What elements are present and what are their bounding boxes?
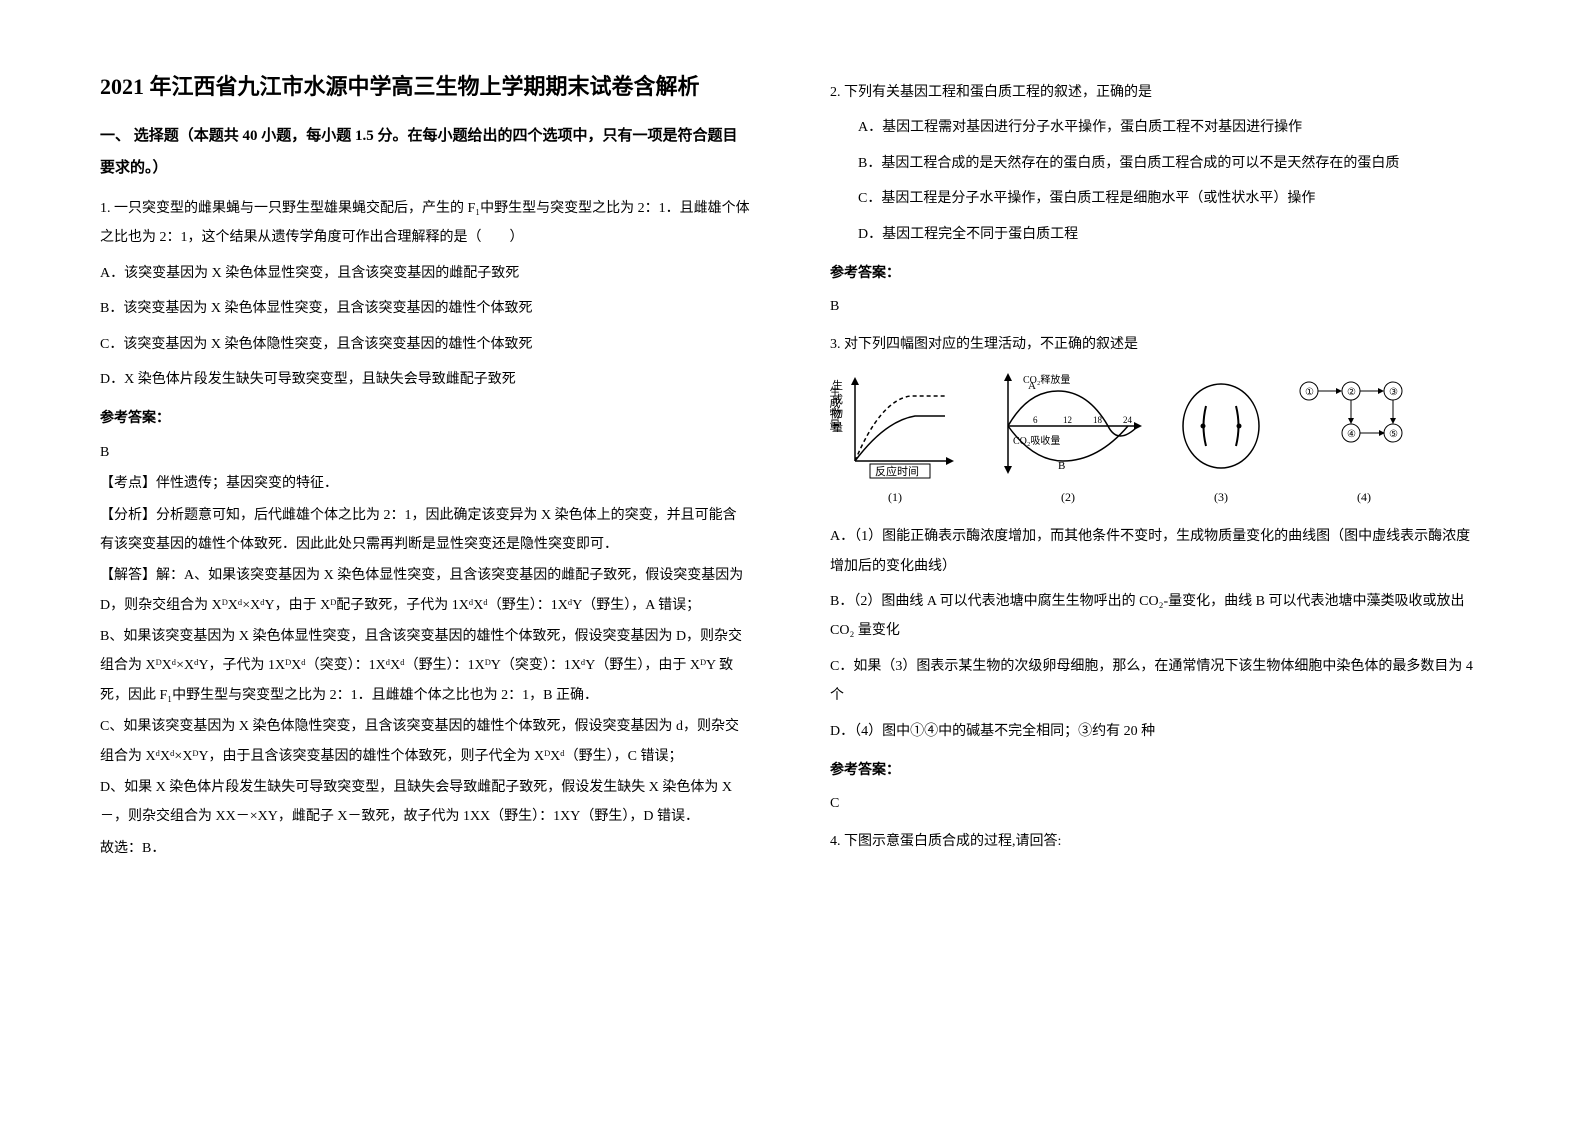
svg-text:CO₂释放量: CO₂释放量 [1023, 373, 1070, 386]
q3-option-a: A．（1）图能正确表示酶浓度增加，而其他条件不变时，生成物质量变化的曲线图（图中… [830, 522, 1480, 581]
subfig-2-caption: (2) [988, 485, 1148, 510]
q1-analysis: 【分析】分析题意可知，后代雌雄个体之比为 2：1，因此确定该变异为 X 染色体上… [100, 501, 750, 560]
q1-stem: 1. 一只突变型的雌果蝇与一只野生型雄果蝇交配后，产生的 F₁中野生型与突变型之… [100, 194, 750, 253]
svg-text:③: ③ [1389, 387, 1398, 398]
q3-option-d: D．（4）图中①④中的碱基不完全相同；③约有 20 种 [830, 717, 1480, 746]
svg-text:成: 成 [832, 393, 843, 406]
svg-text:CO₂吸收量: CO₂吸收量 [1013, 434, 1060, 447]
subfig-4-caption: (4) [1294, 485, 1434, 510]
q3-stem: 3. 对下列四幅图对应的生理活动，不正确的叙述是 [830, 330, 1480, 359]
left-column: 2021 年江西省九江市水源中学高三生物上学期期末试卷含解析 一、 选择题（本题… [100, 70, 750, 863]
q1-option-c: C．该突变基因为 X 染色体隐性突变，且含该突变基因的雄性个体致死 [100, 330, 750, 359]
q3-subfig-3: (3) [1176, 371, 1266, 510]
doc-title: 2021 年江西省九江市水源中学高三生物上学期期末试卷含解析 [100, 70, 750, 103]
svg-text:物: 物 [832, 406, 843, 420]
q3-subfig-1: 生成物量 生 成 物 量 反应时间 (1) [830, 371, 960, 510]
q3-answer: C [830, 789, 1480, 818]
svg-text:生: 生 [832, 378, 843, 392]
svg-text:④: ④ [1347, 429, 1356, 440]
svg-text:量: 量 [832, 421, 843, 434]
q3-answer-label: 参考答案： [830, 756, 1480, 785]
q1-explain-a: 【解答】解：A、如果该突变基因为 X 染色体显性突变，且含该突变基因的雌配子致死… [100, 561, 750, 620]
chart-1-icon: 生成物量 生 成 物 量 反应时间 [830, 371, 960, 481]
q2-answer-label: 参考答案： [830, 259, 1480, 288]
cell-icon [1176, 371, 1266, 481]
q2-option-a: A．基因工程需对基因进行分子水平操作，蛋白质工程不对基因进行操作 [830, 113, 1480, 142]
q3-subfig-4: ① ② ③ ④ [1294, 371, 1434, 510]
chart-2-icon: A B CO₂释放量 CO₂吸收量 6 12 18 24 [988, 371, 1148, 481]
q3-figure: 生成物量 生 成 物 量 反应时间 (1) [830, 371, 1480, 510]
q2-option-c: C．基因工程是分子水平操作，蛋白质工程是细胞水平（或性状水平）操作 [830, 184, 1480, 213]
q1-explain-d: D、如果 X 染色体片段发生缺失可导致突变型，且缺失会导致雌配子致死，假设发生缺… [100, 773, 750, 832]
q1-keypoint: 【考点】伴性遗传；基因突变的特征． [100, 469, 750, 498]
svg-text:②: ② [1347, 387, 1356, 398]
q1-explain-c: C、如果该突变基因为 X 染色体隐性突变，且含该突变基因的雄性个体致死，假设突变… [100, 712, 750, 771]
q2-answer: B [830, 292, 1480, 321]
q3-option-b: B．（2）图曲线 A 可以代表池塘中腐生生物呼出的 CO₂-量变化，曲线 B 可… [830, 587, 1480, 646]
svg-text:①: ① [1305, 387, 1314, 398]
svg-text:反应时间: 反应时间 [875, 464, 919, 478]
q2-option-b: B．基因工程合成的是天然存在的蛋白质，蛋白质工程合成的可以不是天然存在的蛋白质 [830, 149, 1480, 178]
q3-subfig-2: A B CO₂释放量 CO₂吸收量 6 12 18 24 (2) [988, 371, 1148, 510]
svg-text:24: 24 [1123, 415, 1133, 425]
q1-conclusion: 故选：B． [100, 834, 750, 863]
q1-option-b: B．该突变基因为 X 染色体显性突变，且含该突变基因的雄性个体致死 [100, 294, 750, 323]
q2-stem: 2. 下列有关基因工程和蛋白质工程的叙述，正确的是 [830, 78, 1480, 107]
q1-option-a: A．该突变基因为 X 染色体显性突变，且含该突变基因的雌配子致死 [100, 259, 750, 288]
q1-answer: B [100, 438, 750, 467]
q1-answer-label: 参考答案： [100, 404, 750, 433]
svg-text:6: 6 [1033, 415, 1038, 425]
subfig-1-caption: (1) [830, 485, 960, 510]
flow-icon: ① ② ③ ④ [1294, 371, 1434, 481]
q1-option-d: D．X 染色体片段发生缺失可导致突变型，且缺失会导致雌配子致死 [100, 365, 750, 394]
right-column: 2. 下列有关基因工程和蛋白质工程的叙述，正确的是 A．基因工程需对基因进行分子… [830, 70, 1480, 863]
q3-option-c: C．如果（3）图表示某生物的次级卵母细胞，那么，在通常情况下该生物体细胞中染色体… [830, 652, 1480, 711]
subfig-3-caption: (3) [1176, 485, 1266, 510]
section-1-heading: 一、 选择题（本题共 40 小题，每小题 1.5 分。在每小题给出的四个选项中，… [100, 121, 750, 184]
svg-text:B: B [1058, 460, 1065, 472]
q4-stem: 4. 下图示意蛋白质合成的过程,请回答: [830, 827, 1480, 856]
svg-text:⑤: ⑤ [1389, 429, 1398, 440]
q1-explain-b: B、如果该突变基因为 X 染色体显性突变，且含该突变基因的雄性个体致死，假设突变… [100, 622, 750, 710]
svg-text:18: 18 [1093, 415, 1103, 425]
q2-option-d: D．基因工程完全不同于蛋白质工程 [830, 220, 1480, 249]
svg-text:12: 12 [1063, 415, 1072, 425]
